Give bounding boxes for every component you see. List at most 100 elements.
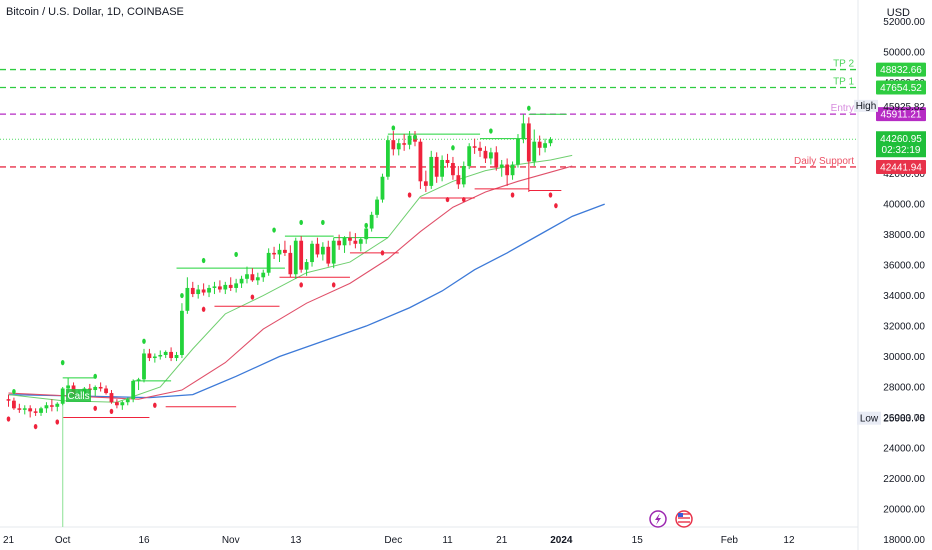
tp1-price-tag-text: 47654.52: [880, 83, 922, 94]
candle-body: [17, 408, 22, 410]
signal-dot-down: [299, 282, 303, 288]
candle-body: [98, 386, 103, 389]
candle-body: [136, 379, 141, 381]
y-tick-label: 52000.00: [883, 17, 925, 28]
candle-body: [196, 289, 201, 295]
candle-body: [456, 175, 461, 185]
y-tick-label: 24000.00: [883, 443, 925, 454]
entry-label: Entry: [831, 103, 854, 114]
candle-body: [494, 152, 499, 168]
candle-body: [375, 199, 379, 215]
candle-body: [174, 354, 179, 359]
candle-body: [461, 166, 466, 185]
signal-dot-down: [548, 192, 553, 198]
candle-body: [505, 164, 510, 176]
signal-dot-up: [180, 292, 184, 299]
candle-body: [44, 405, 49, 409]
signal-dot-up: [391, 125, 396, 131]
current-price-tag-bg: [876, 131, 926, 158]
candle-body: [250, 274, 255, 281]
low-label: Low: [860, 414, 879, 425]
symbol-title[interactable]: Bitcoin / U.S. Dollar, 1D, COINBASE: [6, 6, 184, 18]
signal-dot-up: [60, 360, 65, 366]
tp1-price-tag-bg: [876, 80, 926, 95]
candle-body: [472, 146, 477, 148]
high-label-bg: [854, 99, 878, 112]
x-tick-label: 21: [496, 535, 508, 546]
signal-dot-down: [6, 416, 11, 422]
candle-body: [207, 287, 211, 293]
entry-price-tag-text: 45911.21: [881, 110, 922, 121]
signal-dot-down: [380, 250, 385, 256]
signal-dot-up: [142, 338, 146, 344]
candle-body: [320, 246, 325, 255]
lightning-icon: [649, 510, 667, 528]
candle-body: [451, 163, 455, 176]
signal-dot-up: [299, 219, 303, 226]
candle-body: [234, 283, 239, 288]
candle-body: [212, 286, 217, 288]
us-flag-icon: [675, 510, 693, 528]
candle-body: [429, 156, 434, 186]
candle-body: [49, 405, 54, 407]
candle-body: [418, 141, 423, 182]
signal-dot-up: [489, 128, 493, 134]
candle-body: [217, 286, 222, 290]
signal-dot-down: [201, 306, 206, 312]
us-flag-canton: [678, 513, 683, 517]
candle-body: [516, 138, 520, 165]
candle-body: [39, 408, 43, 413]
candle-body: [60, 388, 65, 404]
high-value: 45925.82: [883, 102, 925, 113]
y-tick-label: 34000.00: [883, 291, 925, 302]
candle-body: [6, 399, 11, 401]
x-tick-label: Oct: [55, 535, 71, 546]
signal-dot-up: [364, 222, 369, 229]
daily-support-label: Daily Support: [794, 156, 854, 167]
candle-body: [261, 272, 266, 278]
x-tick-label: 13: [290, 535, 302, 546]
candle-body: [521, 123, 526, 139]
candle-body: [423, 181, 428, 186]
lightning-icon-bolt: [655, 513, 661, 525]
calls-tag-bg: [66, 389, 91, 402]
y-tick-label: 36000.00: [883, 261, 925, 272]
candle-body: [223, 284, 228, 290]
candle-body: [310, 243, 314, 263]
candle-body: [255, 277, 260, 281]
candle-body: [299, 240, 304, 270]
entry-price-tag-bg: [876, 107, 926, 122]
candle-body: [142, 353, 146, 380]
tp1-label: TP 1: [833, 77, 854, 88]
candle-body: [434, 156, 439, 177]
ma-mid-line: [8, 165, 573, 400]
candle-body: [266, 252, 271, 273]
y-tick-label: 30000.00: [883, 352, 925, 363]
candle-body: [358, 239, 363, 244]
y-tick-label: 18000.00: [883, 535, 925, 546]
signal-dot-down: [55, 419, 60, 425]
candle-body: [478, 147, 482, 151]
x-tick-label: Nov: [222, 535, 240, 546]
signal-dot-up: [413, 134, 417, 140]
low-value: 25983.78: [883, 414, 925, 425]
candle-body: [147, 353, 152, 359]
ma-fast-line: [8, 154, 573, 403]
signal-dot-up: [234, 251, 238, 258]
x-tick-label: Feb: [721, 535, 739, 546]
candle-body: [467, 146, 472, 167]
candle-body: [33, 411, 38, 413]
candle-body: [293, 240, 298, 275]
candle-body: [109, 393, 114, 403]
currency-label[interactable]: USD: [886, 7, 910, 19]
candle-body: [304, 262, 309, 270]
daily-support-price-tag-bg: [876, 159, 926, 174]
candle-body: [526, 123, 531, 162]
signal-dot-down: [510, 192, 515, 198]
candle-body: [364, 228, 369, 240]
candle-body: [510, 164, 515, 176]
candle-body: [548, 139, 553, 144]
signal-dot-down: [33, 423, 38, 430]
signal-dot-up: [93, 373, 98, 379]
